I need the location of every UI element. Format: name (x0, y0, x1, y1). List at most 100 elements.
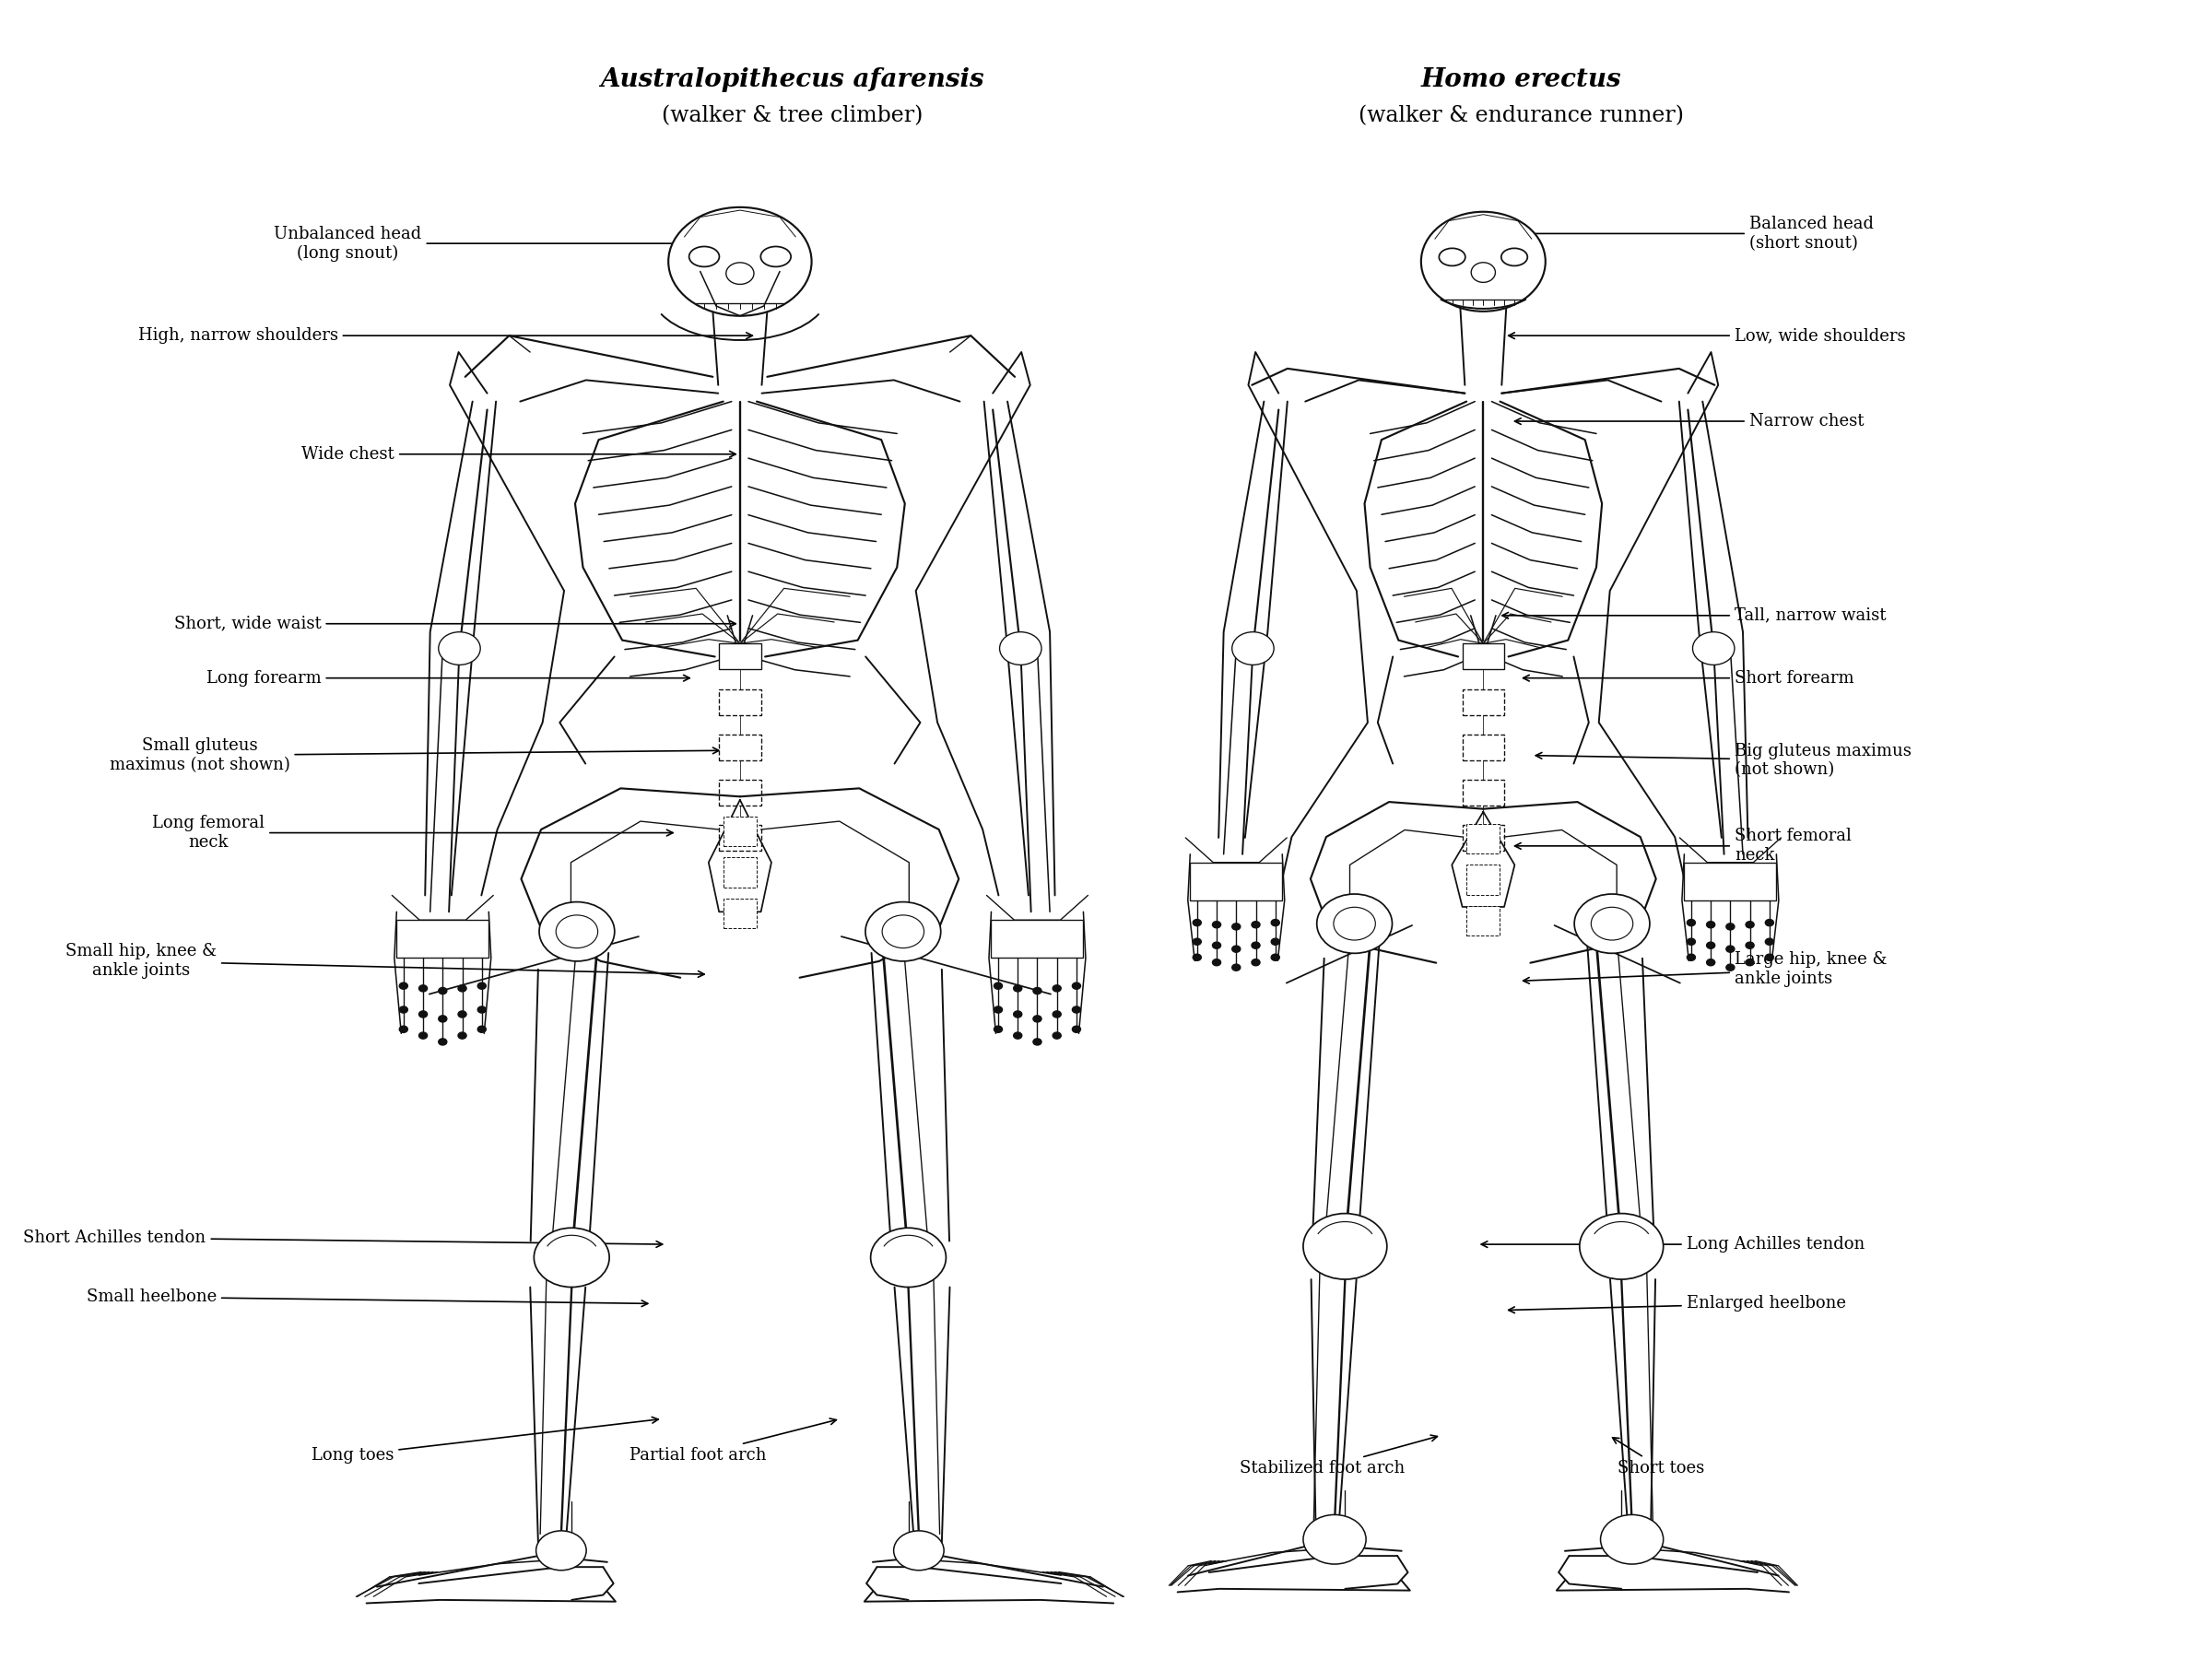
Text: Wide chest: Wide chest (301, 446, 737, 463)
Circle shape (400, 1007, 407, 1014)
Circle shape (1316, 894, 1391, 954)
Circle shape (1232, 946, 1241, 952)
Circle shape (1073, 1007, 1082, 1014)
Circle shape (400, 982, 407, 989)
Circle shape (1765, 939, 1774, 946)
Circle shape (1590, 907, 1632, 941)
Circle shape (1745, 921, 1754, 927)
Circle shape (1033, 1015, 1042, 1022)
Circle shape (438, 632, 480, 665)
Bar (719, 644, 761, 670)
Circle shape (1232, 632, 1274, 665)
Circle shape (1272, 919, 1279, 926)
Bar (719, 688, 761, 715)
Bar (1467, 864, 1500, 894)
Text: Small hip, knee &
ankle joints: Small hip, knee & ankle joints (66, 944, 703, 979)
Bar (1190, 863, 1283, 901)
Circle shape (1334, 907, 1376, 941)
Circle shape (1192, 954, 1201, 961)
Bar (1462, 735, 1504, 760)
Circle shape (438, 1015, 447, 1022)
Bar (719, 825, 761, 851)
Bar (1467, 906, 1500, 936)
Text: Small gluteus
maximus (not shown): Small gluteus maximus (not shown) (108, 738, 719, 773)
Circle shape (872, 1228, 947, 1287)
Circle shape (1303, 1213, 1387, 1279)
Circle shape (1725, 946, 1734, 952)
Circle shape (1272, 954, 1279, 961)
Circle shape (1192, 919, 1201, 926)
Circle shape (1705, 942, 1714, 949)
Circle shape (1000, 632, 1042, 665)
Circle shape (418, 1010, 427, 1017)
Circle shape (1303, 1515, 1367, 1564)
Text: Large hip, knee &
ankle joints: Large hip, knee & ankle joints (1524, 952, 1887, 987)
Circle shape (865, 902, 940, 961)
Circle shape (555, 916, 597, 947)
Bar (719, 735, 761, 760)
Circle shape (1013, 1032, 1022, 1039)
Bar (1462, 825, 1504, 851)
Circle shape (1692, 632, 1734, 665)
Text: Long femoral
neck: Long femoral neck (153, 815, 672, 851)
Circle shape (1033, 1039, 1042, 1045)
Text: Homo erectus: Homo erectus (1420, 68, 1621, 93)
Bar (1462, 644, 1504, 670)
Circle shape (1053, 1032, 1062, 1039)
Circle shape (1073, 982, 1082, 989)
Circle shape (894, 1531, 945, 1571)
Text: Stabilized foot arch: Stabilized foot arch (1239, 1435, 1438, 1477)
Ellipse shape (690, 247, 719, 267)
Text: Long Achilles tendon: Long Achilles tendon (1482, 1236, 1865, 1253)
Circle shape (1212, 921, 1221, 927)
Circle shape (1212, 959, 1221, 966)
Bar (1467, 825, 1500, 853)
Circle shape (1725, 964, 1734, 971)
Text: Balanced head
(short snout): Balanced head (short snout) (1478, 216, 1874, 252)
Circle shape (1575, 894, 1650, 954)
Circle shape (1705, 921, 1714, 927)
Circle shape (533, 1228, 608, 1287)
Circle shape (478, 982, 487, 989)
Text: Unbalanced head
(long snout): Unbalanced head (long snout) (274, 226, 757, 262)
Text: Big gluteus maximus
(not shown): Big gluteus maximus (not shown) (1535, 743, 1911, 778)
Circle shape (418, 985, 427, 992)
Circle shape (1688, 954, 1694, 961)
Text: High, narrow shoulders: High, narrow shoulders (137, 327, 752, 343)
Bar (1462, 780, 1504, 805)
Circle shape (1579, 1213, 1663, 1279)
Bar (723, 899, 757, 929)
Circle shape (418, 1032, 427, 1039)
Bar (723, 858, 757, 888)
Circle shape (400, 1025, 407, 1032)
Text: (walker & endurance runner): (walker & endurance runner) (1358, 105, 1683, 126)
Text: Long toes: Long toes (312, 1417, 659, 1463)
Circle shape (1232, 924, 1241, 931)
Text: Tall, narrow waist: Tall, narrow waist (1502, 607, 1887, 624)
Ellipse shape (1502, 249, 1528, 265)
Circle shape (1765, 954, 1774, 961)
Circle shape (883, 916, 925, 947)
Circle shape (1192, 939, 1201, 946)
Text: Short femoral
neck: Short femoral neck (1515, 828, 1851, 864)
Text: Partial foot arch: Partial foot arch (630, 1418, 836, 1463)
Circle shape (1688, 939, 1694, 946)
Circle shape (1033, 987, 1042, 994)
Text: Narrow chest: Narrow chest (1515, 413, 1865, 430)
Circle shape (1212, 942, 1221, 949)
Circle shape (1705, 959, 1714, 966)
Text: (walker & tree climber): (walker & tree climber) (661, 105, 922, 126)
Circle shape (993, 1025, 1002, 1032)
Circle shape (1745, 959, 1754, 966)
Circle shape (458, 1032, 467, 1039)
Circle shape (1073, 1025, 1082, 1032)
Text: Short Achilles tendon: Short Achilles tendon (24, 1229, 661, 1248)
Circle shape (1252, 959, 1261, 966)
Text: Short, wide waist: Short, wide waist (175, 615, 737, 632)
Text: Small heelbone: Small heelbone (86, 1289, 648, 1307)
Text: Enlarged heelbone: Enlarged heelbone (1509, 1296, 1845, 1312)
Bar (1683, 863, 1776, 901)
Bar (719, 780, 761, 805)
Text: Long forearm: Long forearm (206, 670, 690, 687)
Circle shape (1252, 921, 1261, 927)
